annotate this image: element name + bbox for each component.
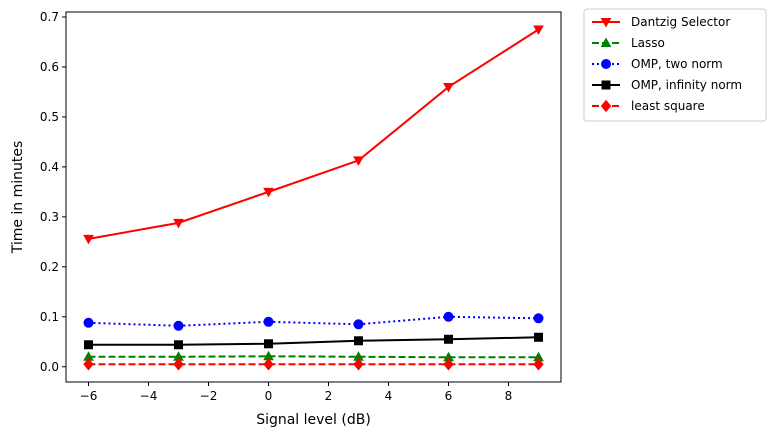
y-axis-ticks: 0.0 0.1 0.2 0.3 0.4 0.5 0.6 0.7 (40, 10, 66, 374)
x-tick-label: 6 (445, 389, 453, 403)
data-point (353, 357, 364, 371)
data-point (533, 313, 544, 324)
x-tick-label: 4 (385, 389, 393, 403)
series-4 (83, 357, 544, 371)
legend-label: Dantzig Selector (631, 15, 730, 29)
x-tick-label: 0 (265, 389, 273, 403)
y-tick-label: 0.6 (40, 60, 59, 74)
plot-area (83, 25, 544, 371)
data-point (174, 340, 183, 350)
x-tick-label: −6 (80, 389, 98, 403)
data-point (173, 320, 184, 331)
legend-frame (583, 8, 767, 122)
y-tick-label: 0.0 (40, 360, 59, 374)
legend-item: least square (592, 99, 705, 113)
x-axis-ticks: −6 −4 −2 0 2 4 6 8 (80, 382, 513, 403)
data-point (353, 156, 364, 166)
data-point (83, 234, 94, 245)
series-line (88, 355, 539, 359)
data-point (173, 357, 184, 371)
legend-item: Dantzig Selector (592, 15, 730, 29)
series-0 (83, 25, 544, 245)
data-point (263, 357, 274, 371)
legend-marker (600, 18, 612, 28)
legend-item: OMP, infinity norm (592, 78, 742, 92)
data-point (354, 336, 363, 346)
y-axis-label: Time in minutes (10, 141, 26, 255)
data-point (444, 334, 453, 344)
y-tick-label: 0.5 (40, 110, 59, 124)
data-point (534, 332, 543, 342)
legend-marker (601, 80, 611, 90)
series-3 (84, 332, 543, 350)
y-tick-label: 0.4 (40, 160, 59, 174)
legend-item: OMP, two norm (592, 57, 723, 71)
x-tick-label: 8 (505, 389, 513, 403)
legend-item: Lasso (592, 36, 665, 50)
y-tick-label: 0.3 (40, 210, 59, 224)
legend-label: Lasso (631, 36, 665, 50)
series-line (88, 315, 539, 327)
x-tick-label: −2 (200, 389, 218, 403)
data-point (83, 317, 94, 328)
series-line (88, 28, 540, 240)
x-tick-label: −4 (140, 389, 158, 403)
data-point (353, 319, 364, 330)
legend: Dantzig Selector Lasso OMP, two norm OMP, i… (583, 8, 767, 122)
data-point (443, 311, 454, 322)
data-point (264, 339, 273, 349)
data-point (443, 357, 454, 371)
legend-label: OMP, two norm (631, 57, 723, 71)
legend-label: OMP, infinity norm (631, 78, 742, 92)
y-tick-label: 0.2 (40, 260, 59, 274)
y-tick-label: 0.7 (40, 10, 59, 24)
data-point (533, 25, 544, 36)
data-point (533, 357, 544, 371)
axes-frame (65, 11, 562, 383)
x-tick-label: 2 (325, 389, 333, 403)
data-point (263, 316, 274, 327)
legend-label: least square (631, 99, 705, 113)
data-point (443, 82, 454, 93)
data-point (263, 187, 274, 198)
legend-marker (601, 59, 611, 69)
series-2 (83, 311, 544, 331)
data-point (173, 218, 184, 229)
y-tick-label: 0.1 (40, 310, 59, 324)
series-line (88, 336, 539, 346)
series-1 (83, 350, 544, 362)
data-point (83, 357, 94, 371)
x-axis-label: Signal level (dB) (256, 412, 371, 428)
legend-marker (600, 37, 612, 47)
data-point (84, 340, 93, 350)
legend-marker (600, 99, 612, 113)
